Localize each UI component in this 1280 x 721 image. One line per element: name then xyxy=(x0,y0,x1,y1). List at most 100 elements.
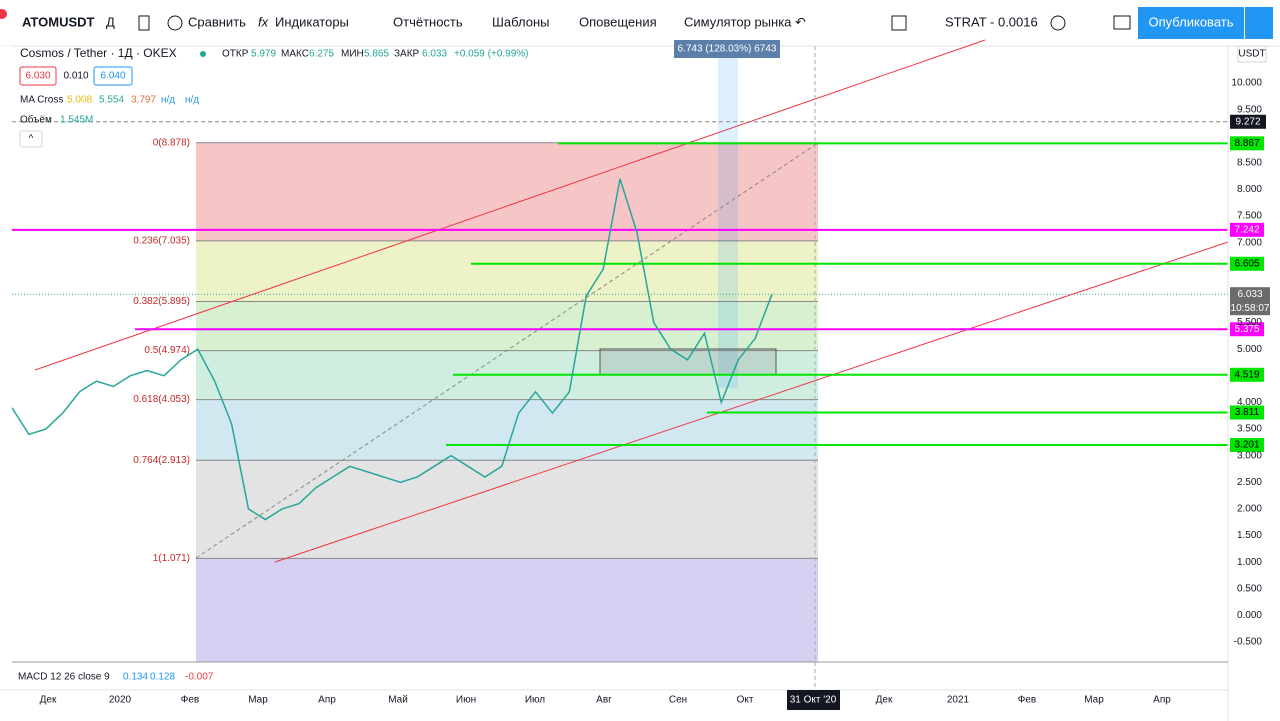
alerts[interactable]: Оповещения xyxy=(579,14,657,29)
collapse-legend[interactable] xyxy=(19,130,43,148)
ma4: н/д xyxy=(161,95,175,106)
collapse-icon[interactable]: ^ xyxy=(29,134,34,145)
time-label: Апр xyxy=(1153,695,1171,706)
level-tag xyxy=(1230,322,1264,337)
ask[interactable]: 6.040 xyxy=(100,71,125,82)
time-highlight xyxy=(787,690,840,710)
range-box xyxy=(599,348,777,376)
price-tick-label: 5.000 xyxy=(1237,344,1262,355)
interval[interactable]: Д xyxy=(106,14,115,29)
strategy[interactable]: STRAT - 0.0016 xyxy=(945,14,1038,29)
templates[interactable]: Шаблоны xyxy=(492,14,550,29)
ask-box[interactable] xyxy=(93,66,133,86)
volume: 1.545M xyxy=(60,115,93,126)
fib-zone xyxy=(196,301,818,351)
time-label: Мар xyxy=(1084,695,1104,706)
time-label: Дек xyxy=(40,695,57,706)
fib-label: 0.5(4.974) xyxy=(144,345,190,356)
macd1: 0.134 xyxy=(123,672,148,683)
ma5: н/д xyxy=(185,95,199,106)
fib-label: 0.236(7.035) xyxy=(133,235,190,246)
snapshot[interactable] xyxy=(1113,15,1131,30)
fib-zone xyxy=(196,142,818,241)
play-button[interactable] xyxy=(1245,7,1273,39)
level-tag xyxy=(1230,136,1264,151)
indicators[interactable]: Индикаторы xyxy=(275,14,349,29)
fib-zone xyxy=(196,558,818,662)
low-label: МИН xyxy=(341,49,364,60)
high-label: МАКС xyxy=(281,49,309,60)
ma2: 5.554 xyxy=(99,95,124,106)
level-label: 6.605 xyxy=(1234,258,1259,269)
reports[interactable]: Отчётность xyxy=(393,14,463,29)
legend-title: Cosmos / Tether · 1Д · OKEX xyxy=(20,46,177,60)
time-label: Дек xyxy=(876,695,893,706)
undo[interactable]: ↶ xyxy=(795,14,806,29)
settings[interactable] xyxy=(1050,15,1066,31)
fib-label: 0.764(2.913) xyxy=(133,455,190,466)
compare-icon xyxy=(167,15,183,31)
time-label: Авг xyxy=(596,695,612,706)
fib-label: 0(8.878) xyxy=(153,137,190,148)
compare[interactable]: Сравнить xyxy=(188,14,246,29)
ma-name: MA Cross xyxy=(20,95,63,106)
measure-box xyxy=(674,40,780,58)
volume-name: Объём xyxy=(20,114,52,126)
publish-button[interactable] xyxy=(1138,7,1244,39)
high: 6.275 xyxy=(309,49,334,60)
price-line xyxy=(11,178,773,521)
replay[interactable]: Симулятор рынка xyxy=(684,14,792,29)
ma1: 5.008 xyxy=(67,95,92,106)
macd3: -0.007 xyxy=(185,672,214,683)
fib-label: 0.382(5.895) xyxy=(133,296,190,307)
crosshair-label: 9.272 xyxy=(1235,116,1260,127)
currency-box[interactable] xyxy=(1237,45,1267,63)
open-label: ОТКР xyxy=(222,49,249,60)
time-label: Мар xyxy=(248,695,268,706)
price-tick-label: 0.500 xyxy=(1237,583,1262,594)
level-label: 3.201 xyxy=(1234,440,1259,451)
price-tick-label: 8.000 xyxy=(1237,184,1262,195)
open: 5.979 xyxy=(251,49,276,60)
fx-icon: fx xyxy=(258,14,269,29)
price-tick-label: 2.000 xyxy=(1237,504,1262,515)
time-label: Июн xyxy=(456,695,476,706)
low: 5.865 xyxy=(364,49,389,60)
left-margin xyxy=(0,46,12,690)
price-tick-label: 2.500 xyxy=(1237,477,1262,488)
symbol[interactable]: ATOMUSDT xyxy=(22,14,95,29)
price-tick-label: 9.500 xyxy=(1237,104,1262,115)
price-tick-label: 1.000 xyxy=(1237,557,1262,568)
notification-dot xyxy=(0,9,7,19)
price-tick-label: 5.500 xyxy=(1237,317,1262,328)
price-tick-label: 8.500 xyxy=(1237,157,1262,168)
fib-label: 1(1.071) xyxy=(153,553,190,564)
close: 6.033 xyxy=(422,49,447,60)
level-label: 8.867 xyxy=(1234,138,1259,149)
time-label: 2021 xyxy=(947,695,970,706)
channel-lower xyxy=(274,241,1229,563)
level-tag xyxy=(1230,256,1264,271)
price-tick-label: 3.500 xyxy=(1237,424,1262,435)
close-label: ЗАКР xyxy=(394,49,420,60)
bid[interactable]: 6.030 xyxy=(25,71,50,82)
currency[interactable]: USDT xyxy=(1238,49,1265,60)
time-label: 2020 xyxy=(109,695,132,706)
time-label: 31 Окт '20 xyxy=(790,695,837,706)
fib-zone xyxy=(196,460,818,559)
countdown: 10:58:07 xyxy=(1231,303,1270,314)
level-tag xyxy=(1230,367,1264,382)
fib-label: 0.618(4.053) xyxy=(133,394,190,405)
candle-icon[interactable] xyxy=(138,15,150,31)
bid-box[interactable] xyxy=(19,66,57,86)
toolbar xyxy=(0,0,1280,46)
fullscreen-toggle[interactable] xyxy=(891,15,907,31)
measure-range xyxy=(718,58,738,388)
level-tag xyxy=(1230,437,1264,452)
price-tick-label: 10.000 xyxy=(1231,78,1262,89)
publish[interactable]: Опубликовать xyxy=(1148,14,1233,29)
price-tick-label: -0.500 xyxy=(1234,637,1263,648)
time-label: Май xyxy=(388,695,408,706)
level-label: 3.811 xyxy=(1235,407,1260,418)
